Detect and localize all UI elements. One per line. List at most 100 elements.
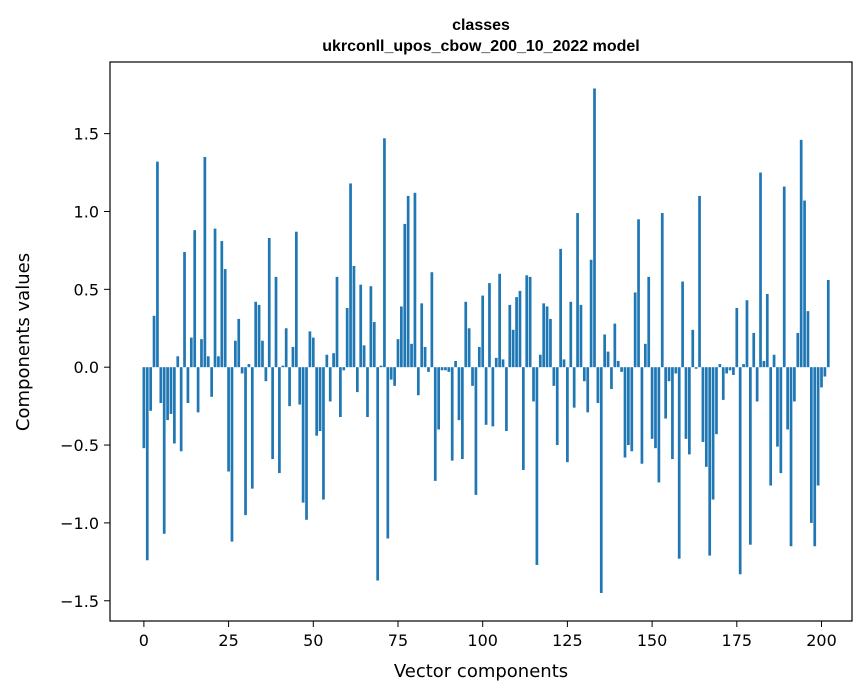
- x-tick-label: 150: [637, 631, 668, 650]
- bar-70: [379, 365, 383, 368]
- bars-group: [142, 88, 830, 593]
- bar-95: [464, 301, 468, 368]
- bar-71: [383, 138, 386, 368]
- bar-9: [173, 367, 176, 444]
- bar-184: [765, 294, 769, 368]
- bar-32: [250, 367, 254, 489]
- bar-123: [559, 248, 562, 368]
- bar-35: [261, 340, 264, 368]
- bar-114: [528, 276, 532, 368]
- bar-57: [335, 276, 339, 368]
- bar-86: [433, 367, 437, 481]
- bar-7: [166, 367, 169, 421]
- bar-197: [809, 367, 813, 523]
- bar-138: [610, 367, 613, 389]
- x-tick-label: 125: [552, 631, 583, 650]
- bar-132: [589, 259, 593, 368]
- bar-80: [413, 192, 417, 368]
- bar-136: [603, 334, 607, 368]
- bar-50: [311, 337, 315, 368]
- bar-69: [376, 367, 380, 581]
- bar-111: [518, 290, 522, 368]
- bar-113: [525, 275, 529, 368]
- bar-75: [396, 339, 400, 368]
- bar-192: [793, 367, 796, 402]
- bar-186: [772, 354, 776, 368]
- bar-135: [599, 367, 603, 593]
- bar-36: [264, 367, 268, 382]
- bar-168: [711, 367, 715, 500]
- bar-121: [552, 367, 556, 386]
- bar-46: [298, 367, 302, 405]
- x-tick-label: 175: [722, 631, 753, 650]
- bar-42: [284, 328, 288, 368]
- bar-73: [389, 367, 393, 380]
- bar-134: [596, 367, 600, 403]
- bar-169: [715, 367, 718, 435]
- bar-58: [339, 367, 342, 418]
- bar-127: [572, 367, 576, 408]
- bar-29: [240, 367, 244, 374]
- bar-1: [145, 367, 149, 561]
- bar-159: [681, 281, 684, 368]
- bar-88: [440, 367, 444, 371]
- bar-39: [274, 276, 278, 368]
- bar-157: [674, 367, 678, 374]
- bar-5: [159, 367, 163, 403]
- bar-94: [461, 367, 464, 460]
- bar-3: [152, 315, 156, 368]
- bar-61: [349, 183, 352, 368]
- bar-148: [643, 343, 647, 368]
- bar-193: [796, 332, 800, 368]
- bar-106: [501, 359, 505, 368]
- bar-44: [291, 346, 295, 368]
- x-tick-label: 75: [388, 631, 408, 650]
- bar-171: [721, 367, 725, 400]
- bar-149: [647, 276, 651, 368]
- bar-144: [630, 367, 634, 452]
- bar-170: [718, 364, 722, 368]
- bar-160: [684, 367, 688, 439]
- bar-126: [569, 301, 573, 368]
- bar-161: [688, 367, 691, 455]
- bar-125: [566, 367, 569, 463]
- bar-10: [176, 356, 180, 368]
- bar-195: [803, 200, 806, 368]
- bar-87: [437, 367, 440, 430]
- bar-105: [498, 273, 501, 368]
- bar-12: [183, 251, 186, 368]
- bar-174: [732, 367, 735, 375]
- bar-146: [637, 219, 640, 368]
- bar-142: [623, 367, 627, 458]
- bar-98: [474, 367, 478, 495]
- bar-55: [328, 367, 332, 402]
- bar-180: [752, 332, 756, 368]
- bar-110: [515, 297, 518, 368]
- bar-56: [332, 353, 335, 368]
- bar-8: [169, 367, 173, 414]
- bar-11: [179, 367, 183, 452]
- bar-133: [593, 88, 596, 368]
- bar-137: [606, 351, 610, 368]
- bar-30: [244, 367, 247, 516]
- bar-26: [230, 367, 234, 542]
- bar-41: [281, 365, 285, 368]
- bar-122: [555, 367, 559, 446]
- bar-179: [749, 367, 752, 545]
- y-tick-label: −0.5: [60, 436, 99, 455]
- bar-185: [769, 367, 773, 486]
- bar-131: [586, 367, 590, 413]
- bar-176: [738, 367, 742, 575]
- bar-188: [779, 367, 783, 474]
- bar-22: [217, 356, 220, 368]
- bar-103: [491, 367, 495, 427]
- bar-74: [393, 367, 396, 386]
- bar-172: [725, 367, 728, 374]
- bar-139: [613, 323, 617, 368]
- bar-129: [579, 304, 583, 368]
- bar-79: [410, 343, 413, 368]
- bar-62: [352, 265, 356, 368]
- bar-145: [633, 292, 637, 368]
- bar-189: [782, 186, 786, 368]
